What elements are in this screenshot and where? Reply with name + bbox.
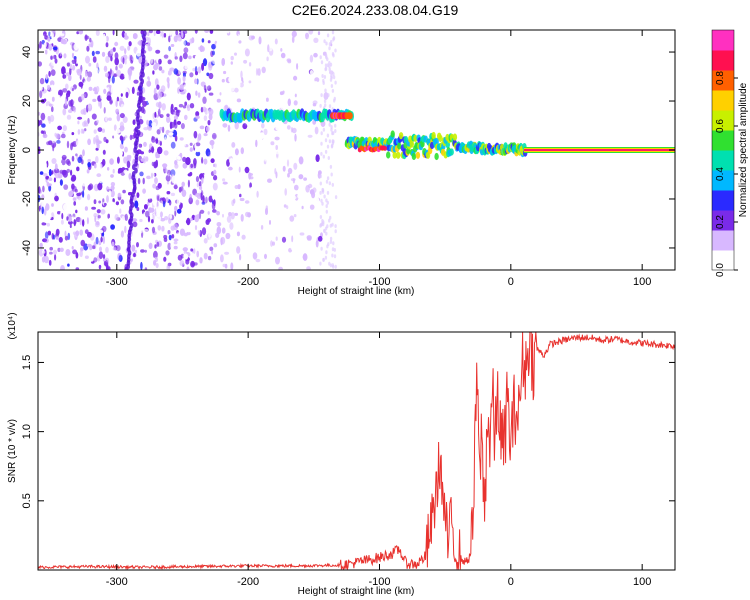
- snr-x-ticks: -300 -200 -100 0 100: [106, 332, 651, 588]
- colorbar-tick-label: 0.6: [715, 119, 726, 133]
- snr-y-tick-label: 0.5: [21, 493, 33, 508]
- colorbar-frame: [711, 29, 735, 271]
- spectrogram-y-axis-label: Frequency (Hz): [7, 116, 18, 185]
- spectrogram-y-ticks: -40 -20 0 20 40: [21, 46, 675, 256]
- spectrogram-y-tick-label: 20: [21, 95, 33, 107]
- snr-x-tick-label: -300: [106, 576, 128, 588]
- snr-x-tick-label: 100: [633, 576, 651, 588]
- upper-branch: [219, 108, 354, 124]
- spectrogram-plot-area: [38, 30, 675, 270]
- snr-x-axis-label: Height of straight line (km): [298, 586, 415, 597]
- spectrogram-x-tick-label: 100: [633, 276, 651, 288]
- spectrogram-y-tick-label: -40: [21, 240, 33, 256]
- spectrogram-y-tick-label: 0: [21, 147, 33, 153]
- snr-y-ticks: 0.5 1.0 1.5: [21, 355, 675, 508]
- spectrogram-x-tick-label: -100: [368, 276, 390, 288]
- spectrogram-x-tick-label: -200: [237, 276, 259, 288]
- colorbar: 0.0 0.2 0.4 0.6 0.8 Normalized spectral ampl…: [711, 29, 749, 277]
- spectrogram-y-tick-label: 40: [21, 46, 33, 58]
- colorbar-tick-label: 0.0: [715, 263, 726, 277]
- vertical-streak: [124, 30, 147, 270]
- snr-frame: [37, 331, 676, 571]
- snr-x-tick-label: 0: [508, 576, 514, 588]
- snr-x-tick-label: -100: [368, 576, 390, 588]
- carrier-line: [523, 147, 675, 153]
- colorbar-strip: [712, 30, 734, 271]
- colorbar-tick-label: 0.4: [715, 167, 726, 181]
- snr-plot-area: [38, 332, 675, 570]
- snr-series-line: [38, 332, 675, 570]
- colorbar-label: Normalized spectral amplitude: [738, 82, 749, 217]
- spectrogram-x-tick-label: -300: [106, 276, 128, 288]
- snr-y-multiplier: (x10⁴): [7, 312, 18, 339]
- page-title: C2E6.2024.233.08.04.G19: [291, 2, 459, 18]
- snr-y-tick-label: 1.0: [21, 424, 33, 439]
- spectrogram-x-ticks: -300 -200 -100 0 100: [106, 30, 651, 288]
- spectrogram-x-tick-label: 0: [508, 276, 514, 288]
- noise-speckles: [38, 30, 338, 270]
- colorbar-tick-label: 0.8: [715, 71, 726, 85]
- main-track: [344, 130, 528, 161]
- snr-y-axis-label: SNR (10 * v/v): [7, 419, 18, 483]
- snr-panel: -300 -200 -100 0 100 0.5 1.0 1.5 Height of str…: [7, 312, 676, 597]
- spectrogram-y-tick-label: -20: [21, 191, 33, 207]
- snr-x-tick-label: -200: [237, 576, 259, 588]
- snr-y-tick-label: 1.5: [21, 355, 33, 370]
- spectrogram-x-axis-label: Height of straight line (km): [298, 286, 415, 297]
- colorbar-tick-label: 0.2: [715, 215, 726, 229]
- colorbar-ticks: 0.0 0.2 0.4 0.6 0.8: [715, 71, 738, 277]
